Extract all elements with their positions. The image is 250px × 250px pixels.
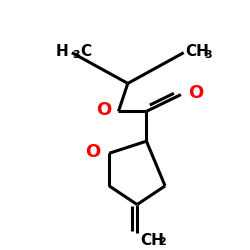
Text: CH: CH bbox=[186, 44, 210, 59]
Text: O: O bbox=[86, 143, 101, 161]
Text: C: C bbox=[80, 44, 92, 59]
Text: O: O bbox=[188, 84, 204, 102]
Text: 3: 3 bbox=[73, 50, 80, 60]
Text: CH: CH bbox=[140, 234, 164, 248]
Text: 3: 3 bbox=[204, 50, 212, 60]
Text: 2: 2 bbox=[158, 237, 166, 247]
Text: O: O bbox=[96, 102, 111, 119]
Text: H: H bbox=[56, 44, 68, 59]
